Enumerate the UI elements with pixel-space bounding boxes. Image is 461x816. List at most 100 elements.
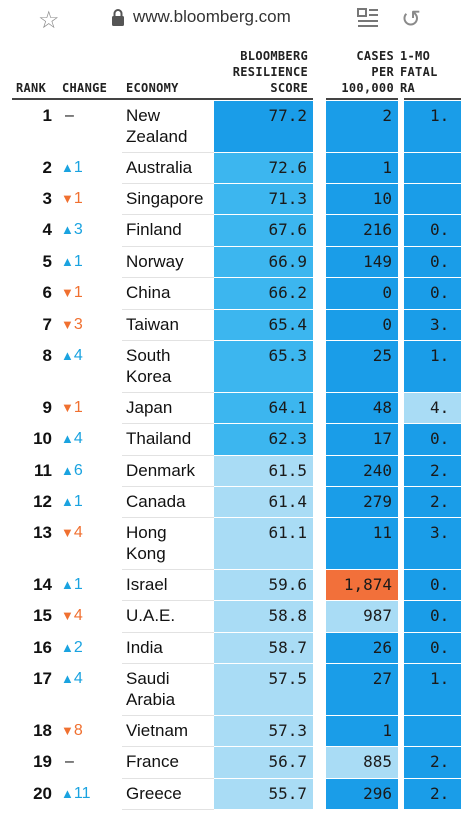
- cases-cell: 27: [326, 664, 398, 715]
- economy-name-line: Zealand: [126, 127, 188, 146]
- change-value: ▲4: [61, 670, 83, 688]
- economy-name-line: South: [126, 346, 171, 365]
- rank-value: 2: [42, 158, 52, 177]
- economy-name: Israel: [126, 574, 168, 595]
- arrow-up-icon: ▲: [61, 160, 74, 175]
- score-header-line: SCORE: [270, 81, 308, 95]
- fatality-cell: 1.: [404, 101, 461, 152]
- fatality-cell: [404, 184, 461, 214]
- economy-name: New Zealand: [126, 105, 187, 147]
- table-row: 19– France 56.7 885 2.: [0, 747, 461, 779]
- economy-name: Denmark: [126, 460, 195, 481]
- change-value: ▲4: [61, 430, 83, 448]
- score-header-line: RESILIENCE: [232, 65, 308, 79]
- cases-cell: 885: [326, 747, 398, 778]
- table-row: 4 ▲3 Finland 67.6 216 0.: [0, 215, 461, 247]
- arrow-up-icon: ▲: [61, 494, 74, 509]
- score-header-line: BLOOMBERG: [240, 49, 308, 63]
- row-divider: [122, 309, 214, 310]
- economy-name-line: Arabia: [126, 690, 176, 709]
- row-divider: [122, 715, 214, 716]
- reader-mode-icon[interactable]: [357, 7, 379, 34]
- row-divider: [122, 663, 214, 664]
- rank-header: RANK: [16, 80, 56, 96]
- score-cell: 58.8: [214, 601, 313, 632]
- cases-cell: 48: [326, 393, 398, 423]
- table-row: 14 ▲1 Israel 59.6 1,874 0.: [0, 570, 461, 601]
- economy-name-line: Saudi: [126, 669, 170, 688]
- change-value: ▲3: [61, 221, 83, 239]
- rank-value: 18: [33, 721, 52, 740]
- economy-name: Greece: [126, 783, 182, 804]
- fatality-cell: 2.: [404, 456, 461, 486]
- table-row: 20 ▲11 Greece 55.7 296 2.: [0, 779, 461, 810]
- lock-icon[interactable]: [111, 9, 125, 32]
- rank-value: 8: [42, 346, 52, 365]
- score-cell: 66.9: [214, 247, 313, 277]
- economy-name-line: Japan: [126, 398, 173, 417]
- economy-name: Australia: [126, 157, 192, 178]
- change-number: 1: [73, 576, 83, 593]
- economy-name-line: Kong: [126, 544, 166, 563]
- change-number: 3: [73, 221, 83, 238]
- row-divider: [122, 632, 214, 633]
- economy-name-line: Denmark: [126, 461, 195, 480]
- economy-name-line: Australia: [126, 158, 193, 177]
- change-number: 4: [73, 670, 83, 687]
- arrow-down-icon: ▼: [61, 191, 74, 206]
- economy-name-line: France: [126, 752, 179, 771]
- table-row: 8 ▲4 South Korea 65.3 25 1.: [0, 341, 461, 393]
- economy-name-line: Korea: [126, 367, 172, 386]
- table-row: 6 ▼1 China 66.2 0 0.: [0, 278, 461, 310]
- row-divider: [122, 214, 214, 215]
- change-number: 1: [73, 493, 83, 510]
- table-row: 9 ▼1 Japan 64.1 48 4.: [0, 393, 461, 424]
- cases-header-line: PER: [371, 65, 394, 79]
- header-underline: [214, 98, 313, 100]
- cases-header-line: CASES: [356, 49, 394, 63]
- fatality-cell: 0.: [404, 424, 461, 455]
- change-value: ▲1: [61, 576, 83, 594]
- change-number: 4: [73, 524, 83, 541]
- arrow-down-icon: ▼: [61, 400, 74, 415]
- row-divider: [122, 486, 214, 487]
- arrow-up-icon: ▲: [61, 640, 74, 655]
- fatality-cell: 1.: [404, 341, 461, 392]
- star-icon[interactable]: ☆: [38, 7, 60, 34]
- url-bar[interactable]: www.bloomberg.com: [133, 7, 291, 26]
- rank-value: 7: [42, 315, 52, 334]
- row-divider: [122, 600, 214, 601]
- fatal-header-line: FATAL: [400, 65, 438, 79]
- arrow-down-icon: ▼: [61, 608, 74, 623]
- change-value: ▼1: [61, 399, 83, 417]
- economy-name-line: U.A.E.: [126, 606, 176, 625]
- change-number: 1: [73, 190, 83, 207]
- change-number: 1: [73, 159, 83, 176]
- economy-name-line: Finland: [126, 220, 182, 239]
- cases-cell: 2: [326, 101, 398, 152]
- cases-cell: 149: [326, 247, 398, 277]
- change-number: 4: [73, 430, 83, 447]
- cases-cell: 11: [326, 518, 398, 569]
- row-divider: [122, 517, 214, 518]
- change-number: 11: [73, 785, 91, 802]
- fatality-cell: [404, 153, 461, 183]
- economy-name: Singapore: [126, 188, 204, 209]
- economy-name-line: Greece: [126, 784, 182, 803]
- fatality-cell: 3.: [404, 518, 461, 569]
- refresh-icon[interactable]: ↺: [401, 6, 422, 33]
- header-underline: [12, 98, 214, 100]
- fatality-cell: 0.: [404, 215, 461, 246]
- economy-name-line: Thailand: [126, 429, 192, 448]
- change-value: ▼8: [61, 722, 83, 740]
- economy-name-line: China: [126, 283, 171, 302]
- change-number: 6: [73, 462, 83, 479]
- change-value: ▼4: [61, 524, 83, 542]
- header-underline: [326, 98, 398, 100]
- fatality-cell: 0.: [404, 633, 461, 663]
- cases-cell: 216: [326, 215, 398, 246]
- arrow-up-icon: ▲: [61, 463, 74, 478]
- table-row: 10 ▲4 Thailand 62.3 17 0.: [0, 424, 461, 456]
- economy-name: Vietnam: [126, 720, 188, 741]
- economy-header: ECONOMY: [126, 80, 206, 96]
